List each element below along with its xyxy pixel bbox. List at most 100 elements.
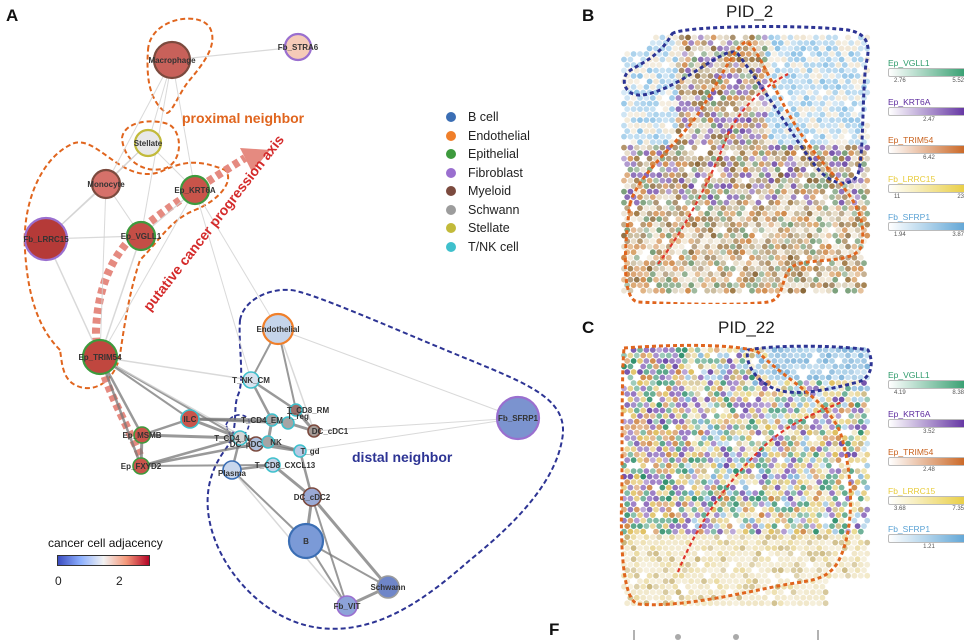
scale-ticks: 6.42 xyxy=(888,154,964,161)
scale-tick: 2.48 xyxy=(923,467,935,473)
legend-label: Schwann xyxy=(468,202,520,217)
expression-scale: Fb_LRRC15 3.68 7.35 xyxy=(888,486,964,512)
proximal-neighbor-label: proximal neighbor xyxy=(182,110,305,126)
region-outline-1 xyxy=(619,343,852,607)
legend-label: Endothelial xyxy=(468,128,530,143)
legend-item: T/NK cell xyxy=(446,238,530,257)
legend-label: B cell xyxy=(468,110,499,125)
legend-swatch xyxy=(446,130,456,141)
expression-scale: Fb_LRRC15 11 23 xyxy=(888,174,964,200)
node-label-dc-pdc: DC_pDC xyxy=(230,440,263,449)
legend-label: Stellate xyxy=(468,221,510,236)
edge-DC_cDC1-Fb_SFRP1 xyxy=(313,417,519,432)
scale-bar xyxy=(888,418,964,428)
node-label-t-nk-cm: T_NK_CM xyxy=(232,376,270,385)
legend-swatch xyxy=(446,167,456,178)
node-stellate xyxy=(133,128,163,158)
scale-ticks: 3.52 xyxy=(888,428,964,435)
node-label-dc-cdc1: DC_cDC1 xyxy=(312,427,349,436)
node-label-fb-vit: Fb_VIT xyxy=(334,602,361,611)
node-t-cd8-cxcl13 xyxy=(265,457,281,473)
scale-name: Ep_VGLL1 xyxy=(888,58,930,68)
node-fb-vit xyxy=(336,595,358,617)
scales-pid2: Ep_VGLL1 2.76 5.52 Ep_KRT6A 2.47 Ep_TRIM54 6.4… xyxy=(888,58,964,251)
scale-bar xyxy=(888,457,964,466)
scale-tick: 6.42 xyxy=(923,155,935,161)
node-label-b: B xyxy=(303,537,309,546)
panel-label-b: B xyxy=(582,6,595,25)
edge-Ep_VGLL1-Ep_TRIM54 xyxy=(99,235,142,358)
scale-bar xyxy=(888,183,964,193)
scale-tick: 2.76 xyxy=(894,78,906,84)
region-outline-1 xyxy=(623,40,865,306)
node-label-ilc: ILC xyxy=(184,415,197,424)
edge-Macrophage-Fb_STRA6 xyxy=(171,46,299,61)
progression-axis-arrowhead xyxy=(240,148,270,172)
node-label-ep-vgll1: Ep_VGLL1 xyxy=(121,232,162,241)
node-macrophage xyxy=(152,40,192,80)
scales-pid22: Ep_VGLL1 4.19 8.38 Ep_KRT6A 3.52 Ep_TRIM54 2.4… xyxy=(888,370,964,563)
scale-bar xyxy=(888,68,964,77)
distal-neighbor-label: distal neighbor xyxy=(352,449,453,465)
scale-tick: 4.19 xyxy=(894,390,906,396)
edge-Ep_FXYD2-T_CD8_CXCL13 xyxy=(140,464,274,467)
scale-ticks: 11 23 xyxy=(888,193,964,200)
cell-type-legend: B cell Endothelial Epithelial Fibroblast Mye… xyxy=(446,108,530,256)
node-t-nk-cm xyxy=(242,371,260,389)
scale-name: Fb_SFRP1 xyxy=(888,524,931,534)
legend-item: B cell xyxy=(446,108,530,127)
legend-label: Epithelial xyxy=(468,147,519,162)
proximal-outline-macrophage xyxy=(146,17,214,114)
node-t-cd8-rm xyxy=(289,403,303,417)
node-plasma xyxy=(222,460,242,480)
node-label-ep-krt6a: Ep_KRT6A xyxy=(174,186,216,195)
node-label-t-cd8-cxcl13: T_CD8_CXCL13 xyxy=(255,461,316,470)
node-label-ep-fxyd2: Ep_FXYD2 xyxy=(121,462,162,471)
legend-swatch xyxy=(446,186,456,197)
edge-Ep_TRIM54-DC_pDC xyxy=(99,356,257,445)
node-ep-fxyd2 xyxy=(132,457,150,475)
panel-label-f: F xyxy=(549,620,560,639)
node-monocyte xyxy=(90,168,122,200)
node-label-schwann: Schwann xyxy=(370,583,405,592)
node-label-t-cd4-em: T_CD4_EM xyxy=(241,416,283,425)
edge-Monocyte-Ep_TRIM54 xyxy=(99,183,107,358)
node-label-monocyte: Monocyte xyxy=(87,180,125,189)
edge-Ep_TRIM54-Ep_FXYD2 xyxy=(98,356,143,467)
edge-Ep_MSMB-T_CD4_N xyxy=(141,433,241,440)
node-t-reg xyxy=(281,416,295,430)
proximal-outline-stellate xyxy=(120,120,180,171)
edge-Ep_TRIM54-T_NK_CM xyxy=(99,356,252,381)
legend-swatch xyxy=(446,241,456,252)
edge-Ep_KRT6A-Endothelial xyxy=(194,189,279,330)
node-label-dc-cdc2: DC_cDC2 xyxy=(294,493,331,502)
node-label-plasma: Plasma xyxy=(218,469,247,478)
region-outline-0 xyxy=(622,25,870,185)
legend-label: T/NK cell xyxy=(468,239,519,254)
scale-tick: 23 xyxy=(957,193,964,200)
node-label-nk: NK xyxy=(270,438,282,447)
node-ep-krt6a xyxy=(179,174,211,206)
node-fb-stra6 xyxy=(283,32,313,62)
expression-scale: Ep_KRT6A 2.47 xyxy=(888,97,964,123)
scale-ticks: 4.19 8.38 xyxy=(888,389,964,396)
legend-swatch xyxy=(446,149,456,160)
node-nk xyxy=(261,435,275,449)
node-label-t-cd8-rm: T_CD8_RM xyxy=(287,406,330,415)
legend-item: Fibroblast xyxy=(446,164,530,183)
scale-name: Ep_TRIM54 xyxy=(888,135,934,145)
hex-spots xyxy=(621,34,871,294)
distal-outline xyxy=(206,288,565,630)
expression-scale: Ep_KRT6A 3.52 xyxy=(888,409,964,435)
edge-DC_cDC2-Fb_VIT xyxy=(311,496,348,607)
scale-tick: 3.87 xyxy=(952,232,964,238)
node-ilc xyxy=(180,409,200,429)
scale-name: Ep_TRIM54 xyxy=(888,447,934,457)
node-dc-cdc1 xyxy=(307,424,321,438)
scale-tick: 8.38 xyxy=(952,390,964,396)
edge-DC_cDC2-Schwann xyxy=(310,496,390,588)
panel-label-c: C xyxy=(582,318,595,337)
expression-scale: Ep_VGLL1 2.76 5.52 xyxy=(888,58,964,84)
node-label-ep-trim54: Ep_TRIM54 xyxy=(78,353,122,362)
colorbar-title: cancer cell adjacency xyxy=(48,536,163,550)
